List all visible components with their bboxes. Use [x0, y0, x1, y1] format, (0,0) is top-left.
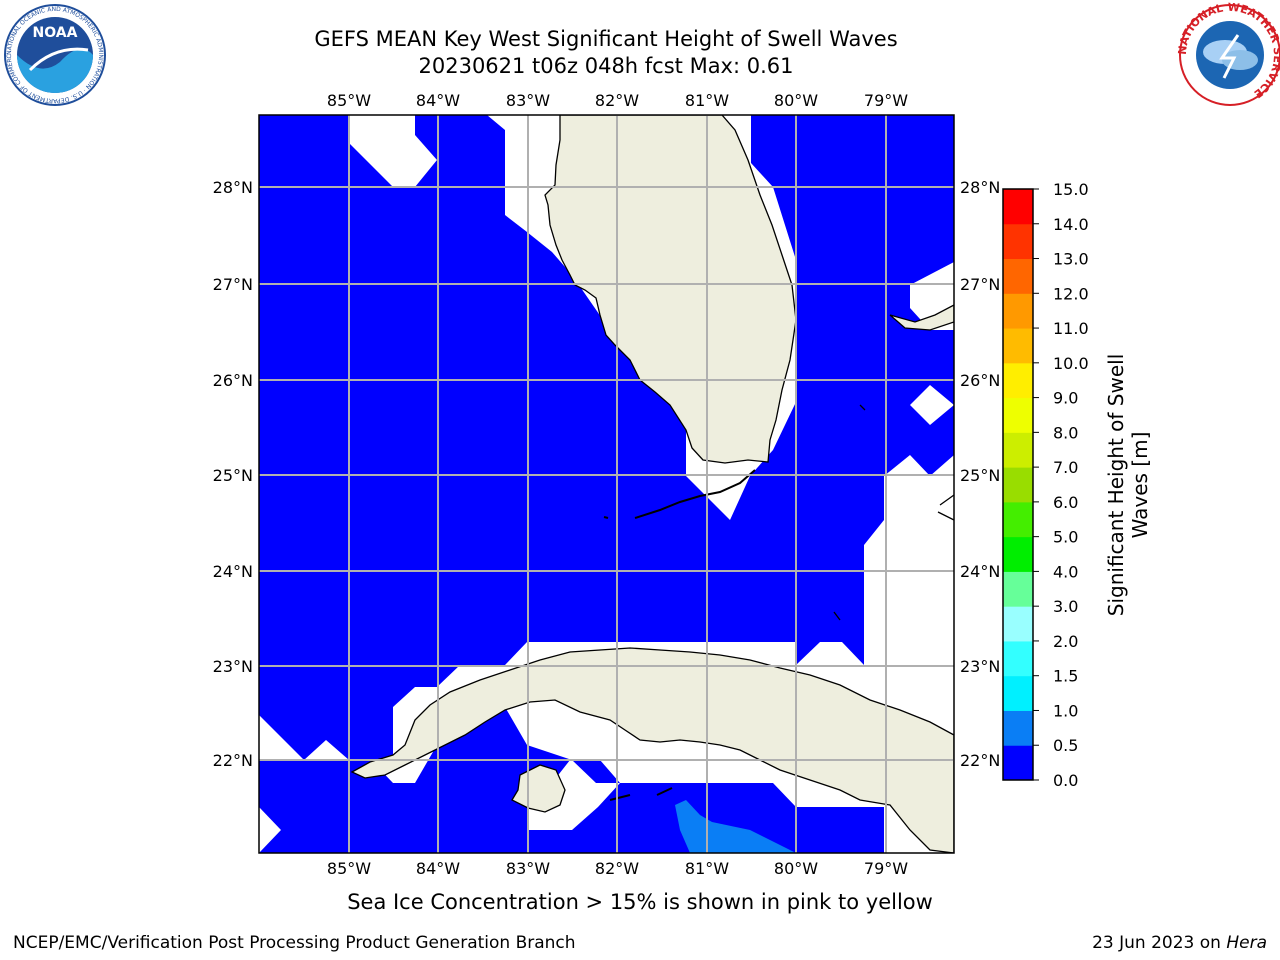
lon-label-top: 82°W	[595, 91, 639, 110]
colorbar-swatch	[1003, 328, 1033, 364]
colorbar-swatch	[1003, 640, 1033, 677]
lat-label-right: 22°N	[960, 751, 1000, 770]
lat-label-right: 26°N	[960, 371, 1000, 390]
colorbar-swatch	[1003, 223, 1033, 260]
colorbar-tick-label: 14.0	[1053, 215, 1089, 234]
colorbar-swatch	[1003, 745, 1033, 781]
lon-label-top: 83°W	[506, 91, 550, 110]
sea-ice-note: Sea Ice Concentration > 15% is shown in …	[347, 890, 933, 914]
lon-label-bottom: 81°W	[685, 859, 729, 878]
colorbar-tick-label: 13.0	[1053, 250, 1089, 269]
colorbar-tick-label: 3.0	[1053, 597, 1078, 616]
colorbar-tick-label: 6.0	[1053, 493, 1078, 512]
cuba-land	[350, 647, 954, 853]
colorbar-swatch	[1003, 501, 1033, 538]
florida-land	[544, 115, 797, 464]
colorbar-swatch	[1003, 675, 1033, 711]
colorbar-tick-label: 4.0	[1053, 562, 1078, 581]
colorbar-tick-label: 15.0	[1053, 180, 1089, 199]
map-area	[259, 115, 954, 853]
colorbar-frame	[1002, 188, 1034, 781]
colorbar-swatch	[1003, 467, 1033, 503]
lon-label-bottom: 84°W	[416, 859, 460, 878]
lat-label-left: 26°N	[213, 371, 253, 390]
colorbar-title-line1: Significant Height of Swell	[1104, 354, 1128, 616]
lat-label-left: 23°N	[213, 657, 253, 676]
chart-title: GEFS MEAN Key West Significant Height of…	[314, 27, 898, 51]
colorbar-tick-label: 1.5	[1053, 667, 1078, 686]
lon-label-top: 84°W	[416, 91, 460, 110]
colorbar-swatch	[1003, 710, 1033, 746]
lon-label-bottom: 85°W	[327, 859, 371, 878]
graticule	[259, 115, 954, 853]
map-frame	[258, 114, 955, 854]
footer-host: Hera	[1226, 933, 1267, 953]
colorbar-tick-label: 10.0	[1053, 354, 1089, 373]
colorbar-tick-label: 7.0	[1053, 458, 1078, 477]
lat-label-right: 28°N	[960, 178, 1000, 197]
chart-subtitle: 20230621 t06z 048h fcst Max: 0.61	[418, 54, 794, 78]
footer-date: 23 Jun 2023 on Hera	[1092, 933, 1267, 953]
colorbar-tick-label: 9.0	[1053, 389, 1078, 408]
footer-date-text: 23 Jun 2023 on	[1092, 933, 1227, 953]
footer-credit: NCEP/EMC/Verification Post Processing Pr…	[13, 933, 576, 953]
colorbar-swatch	[1003, 397, 1033, 433]
nws-logo: NATIONAL WEATHER SERVICE	[1176, 1, 1280, 106]
noaa-logo-text: NOAA	[33, 25, 78, 41]
colorbar-tick-label: 2.0	[1053, 632, 1078, 651]
lon-label-top: 79°W	[864, 91, 908, 110]
noaa-logo: NATIONAL OCEANIC AND ATMOSPHERIC ADMINIS…	[0, 0, 106, 106]
lon-label-top: 80°W	[774, 91, 818, 110]
lat-label-left: 25°N	[213, 466, 253, 485]
lat-label-right: 23°N	[960, 657, 1000, 676]
colorbar-swatch	[1003, 606, 1033, 642]
lat-label-left: 28°N	[213, 178, 253, 197]
lat-label-right: 27°N	[960, 275, 1000, 294]
colorbar-tick-label: 11.0	[1053, 319, 1089, 338]
colorbar-swatch	[1003, 189, 1033, 225]
lat-label-left: 24°N	[213, 562, 253, 581]
lon-label-bottom: 83°W	[506, 859, 550, 878]
colorbar-swatch	[1003, 293, 1033, 329]
colorbar-title-line2: Waves [m]	[1128, 432, 1152, 539]
lon-label-bottom: 82°W	[595, 859, 639, 878]
florida-keys	[634, 469, 756, 519]
lat-label-right: 24°N	[960, 562, 1000, 581]
colorbar-swatch	[1003, 536, 1033, 572]
colorbar-tick-label: 0.5	[1053, 736, 1078, 755]
lon-label-top: 85°W	[327, 91, 371, 110]
colorbar-labels: 0.0 0.5 1.0 1.5 2.0 3.0 4.0 5.0 6.0 7.0 8.0 9.0 10.0…	[1033, 180, 1089, 790]
lon-label-bottom: 80°W	[774, 859, 818, 878]
swell-zone-0-5	[675, 800, 796, 853]
lon-label-bottom: 79°W	[864, 859, 908, 878]
colorbar-tick-label: 5.0	[1053, 528, 1078, 547]
colorbar-swatch	[1003, 362, 1033, 399]
colorbar-swatch	[1003, 258, 1033, 294]
colorbar-tick-label: 8.0	[1053, 423, 1078, 442]
colorbar-tick-label: 12.0	[1053, 284, 1089, 303]
colorbar-swatch	[1003, 432, 1033, 468]
lat-label-left: 22°N	[213, 751, 253, 770]
colorbar-swatch	[1003, 571, 1033, 607]
isle-of-youth	[511, 764, 566, 813]
lat-label-right: 25°N	[960, 466, 1000, 485]
colorbar-tick-label: 0.0	[1053, 771, 1078, 790]
lon-label-top: 81°W	[685, 91, 729, 110]
lat-label-left: 27°N	[213, 275, 253, 294]
colorbar	[1002, 188, 1034, 781]
colorbar-tick-label: 1.0	[1053, 701, 1078, 720]
